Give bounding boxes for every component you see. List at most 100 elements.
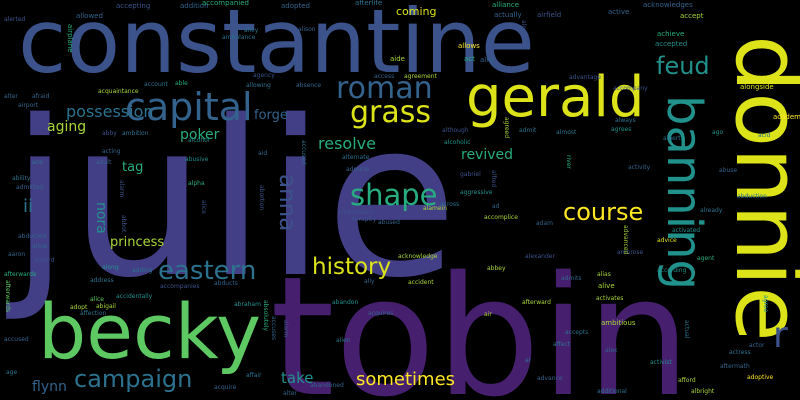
word: acknowledges [643, 1, 693, 9]
word: ambition [122, 130, 149, 137]
word: albright [691, 388, 715, 395]
word: adoptive [747, 374, 774, 381]
word: revived [461, 147, 514, 163]
word: advance [537, 375, 563, 382]
word: abducts [214, 280, 238, 287]
word: abbey [487, 265, 506, 272]
word: gerald [466, 65, 645, 130]
word: accident [408, 279, 434, 286]
word: abbot [120, 215, 127, 233]
word: alter [283, 390, 297, 397]
word: acquaintance [98, 88, 139, 95]
word: possession [66, 102, 154, 121]
word: already [700, 207, 723, 214]
word: allowing [246, 82, 271, 89]
word: allowed [76, 12, 103, 20]
word: becky [38, 287, 262, 376]
word: anna [274, 174, 300, 232]
word: active [608, 8, 630, 16]
word: aftermath [720, 363, 750, 370]
word: abusive [185, 156, 209, 163]
word: absence [296, 82, 322, 89]
word: acting [102, 148, 121, 155]
word: advanced [622, 225, 629, 255]
word: activated [672, 227, 701, 234]
word: tobin [270, 241, 691, 400]
word: tag [122, 160, 144, 175]
word: addition [180, 2, 209, 10]
word: alpha [188, 180, 205, 187]
word: able [175, 80, 188, 87]
word: allie [480, 56, 495, 64]
word: abducted [18, 233, 47, 240]
word: advice [657, 237, 677, 244]
word: coming [396, 5, 437, 18]
word: abruptly [351, 216, 377, 223]
word: advantage [569, 74, 602, 81]
word: alternate [342, 154, 370, 161]
word: agent [697, 255, 715, 262]
word: ad [492, 203, 500, 210]
word: take [281, 369, 314, 387]
word: abortion [258, 185, 265, 211]
word: gabriel [460, 171, 481, 178]
word: age [6, 369, 18, 376]
word: agrees [611, 126, 632, 133]
word: adam [536, 220, 554, 227]
word: afterwards [4, 271, 37, 278]
word: ambulance [222, 34, 256, 41]
word: alex [605, 347, 618, 354]
word: access [374, 73, 395, 80]
word: activity [628, 164, 651, 171]
word: abby [102, 130, 117, 137]
word: affection [80, 310, 107, 317]
word: acquires [368, 310, 394, 317]
word: accepts [565, 329, 589, 336]
word: actually [494, 11, 522, 19]
word: afterward [522, 299, 551, 306]
word: course [563, 198, 644, 226]
word: admitted [16, 184, 44, 191]
word: alfred [490, 170, 497, 188]
word: almost [556, 129, 577, 136]
word: academy [773, 113, 800, 121]
word: adopt [70, 304, 88, 311]
word: alice [90, 296, 105, 303]
word: achieve [657, 30, 685, 38]
word: ally [364, 278, 375, 285]
word: adult [96, 159, 112, 166]
word: absurd [34, 257, 55, 264]
word: agree [762, 295, 769, 313]
word: alcoholic [444, 139, 471, 146]
word: accepting [116, 2, 151, 10]
word: banning [656, 95, 712, 290]
word: act [464, 55, 475, 63]
word: poker [180, 127, 220, 143]
word: accidentally [116, 293, 153, 300]
word: agreement [404, 73, 437, 80]
word: aid [258, 150, 268, 157]
word: abigail [96, 303, 116, 310]
word: alliance [492, 1, 520, 9]
word: capital [125, 85, 253, 129]
word: julie [10, 74, 458, 325]
word: history [312, 254, 392, 280]
word: sometimes [356, 369, 456, 390]
word: accompanies [160, 283, 200, 290]
word: albert [663, 135, 681, 142]
word: admiral [346, 166, 369, 173]
word: campaign [74, 365, 193, 393]
word: alongside [740, 83, 774, 91]
word: abandon [332, 299, 359, 306]
word: accuses [270, 316, 277, 341]
word: afterwards [4, 280, 11, 313]
word: river [565, 155, 572, 169]
word: shape [350, 178, 438, 212]
word: alarm [282, 320, 289, 338]
word: r [773, 315, 788, 356]
word: admits [561, 275, 582, 282]
word: grass [350, 95, 432, 130]
word: affair [246, 372, 262, 379]
word: ambassador [338, 209, 375, 216]
